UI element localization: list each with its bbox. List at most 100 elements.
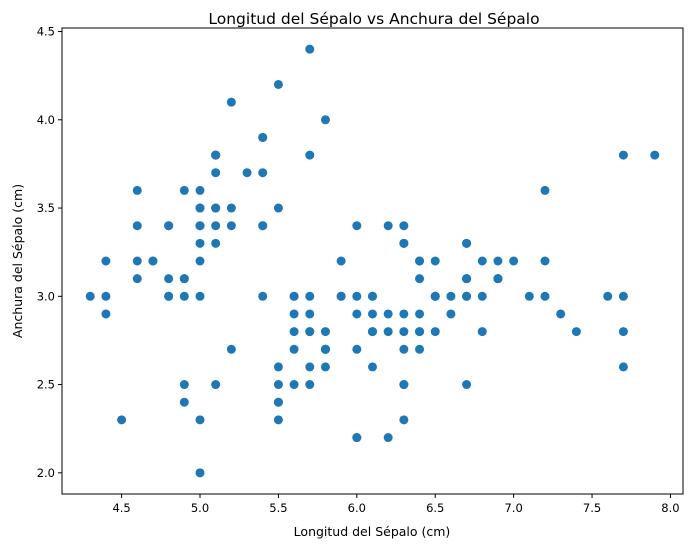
data-point-138	[352, 291, 362, 301]
data-point-149	[336, 291, 346, 301]
data-point-13	[85, 291, 95, 301]
data-point-135	[618, 291, 628, 301]
plot-frame	[61, 27, 684, 495]
data-point-132	[415, 327, 425, 337]
data-point-100	[399, 238, 409, 248]
data-point-122	[618, 327, 628, 337]
data-point-41	[117, 415, 127, 425]
data-point-38	[101, 291, 111, 301]
data-point-120	[493, 256, 503, 266]
data-point-35	[195, 256, 205, 266]
data-point-26	[195, 221, 205, 231]
data-point-131	[650, 150, 660, 160]
y-axis-label: Anchura del Sépalo (cm)	[10, 184, 25, 338]
data-point-137	[415, 274, 425, 284]
data-point-22	[132, 185, 142, 195]
data-point-148	[383, 221, 393, 231]
data-point-30	[164, 274, 174, 284]
data-point-32	[226, 97, 236, 107]
data-point-146	[399, 380, 409, 390]
data-point-31	[258, 221, 268, 231]
data-point-16	[258, 132, 268, 142]
data-point-144	[462, 238, 472, 248]
data-point-36	[273, 203, 283, 213]
x-tick-label-6: 7.5	[583, 501, 601, 515]
data-point-10	[258, 168, 268, 178]
data-point-110	[430, 256, 440, 266]
data-point-60	[195, 468, 205, 478]
data-point-8	[101, 309, 111, 319]
data-point-29	[148, 256, 158, 266]
data-point-79	[305, 362, 315, 372]
y-tick-label-0: 2.0	[37, 466, 55, 480]
data-point-1	[179, 291, 189, 301]
data-point-99	[305, 327, 315, 337]
data-point-42	[101, 256, 111, 266]
data-point-102	[524, 291, 534, 301]
data-point-89	[273, 380, 283, 390]
data-point-69	[289, 380, 299, 390]
data-point-33	[273, 79, 283, 89]
data-point-125	[540, 256, 550, 266]
data-point-87	[399, 415, 409, 425]
x-axis: 4.5 5.0 5.5 6.0 6.5 7.0 7.5 8.0	[112, 494, 680, 515]
y-tick-label-5: 4.5	[37, 25, 55, 39]
data-point-96	[305, 309, 315, 319]
x-axis-label: Longitud del Sépalo (cm)	[294, 524, 451, 539]
data-point-6	[132, 221, 142, 231]
data-point-73	[368, 327, 377, 337]
data-point-18	[305, 150, 315, 160]
data-point-114	[320, 327, 330, 337]
data-point-63	[368, 309, 377, 319]
x-tick-label-1: 5.0	[191, 501, 209, 515]
data-point-43	[195, 203, 205, 213]
y-tick-label-4: 4.0	[37, 113, 55, 127]
data-point-111	[415, 344, 425, 354]
data-point-17	[211, 203, 221, 213]
data-point-37	[179, 185, 189, 195]
y-tick-label-2: 3.0	[37, 289, 55, 303]
data-point-39	[211, 221, 221, 231]
data-point-121	[289, 327, 299, 337]
data-point-68	[383, 433, 393, 443]
data-point-54	[430, 327, 440, 337]
data-point-147	[430, 291, 440, 301]
y-axis: 2.0 2.5 3.0 3.5 4.0 4.5	[37, 25, 62, 480]
data-point-70	[336, 256, 346, 266]
data-point-14	[320, 115, 330, 125]
chart-title: Longitud del Sépalo vs Anchura del Sépal…	[208, 10, 539, 28]
data-point-74	[415, 309, 425, 319]
data-point-83	[352, 344, 362, 354]
data-point-85	[352, 221, 362, 231]
data-point-108	[462, 380, 472, 390]
data-point-145	[462, 291, 472, 301]
data-point-123	[399, 344, 409, 354]
y-tick-label-3: 3.5	[37, 201, 55, 215]
data-point-81	[273, 397, 283, 407]
data-point-106	[179, 380, 189, 390]
data-point-127	[368, 291, 377, 301]
data-point-140	[462, 274, 472, 284]
data-point-143	[477, 256, 487, 266]
y-tick-label-1: 2.5	[37, 378, 55, 392]
data-point-84	[258, 291, 268, 301]
data-point-21	[211, 168, 221, 178]
data-point-126	[383, 327, 393, 337]
data-point-45	[164, 291, 174, 301]
data-point-48	[242, 168, 252, 178]
data-point-53	[273, 415, 283, 425]
data-point-113	[305, 380, 315, 390]
data-point-103	[399, 309, 409, 319]
data-point-78	[352, 309, 362, 319]
data-point-142	[320, 344, 330, 354]
data-point-27	[226, 203, 236, 213]
data-point-58	[446, 309, 456, 319]
x-tick-label-3: 6.0	[348, 501, 366, 515]
data-point-49	[195, 238, 205, 248]
x-tick-label-5: 7.0	[504, 501, 522, 515]
data-point-115	[415, 256, 425, 266]
data-point-117	[618, 150, 628, 160]
data-point-34	[179, 274, 189, 284]
x-tick-label-0: 4.5	[112, 501, 130, 515]
